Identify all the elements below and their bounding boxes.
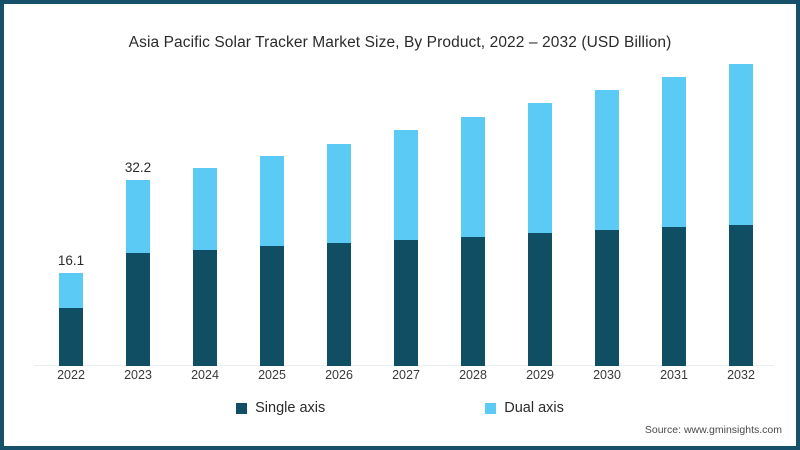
legend-swatch-icon [485,402,497,414]
x-axis-tick-label: 2030 [593,368,621,382]
bar-segment-single-axis[interactable] [394,239,418,366]
bar-segment-single-axis[interactable] [59,308,83,366]
x-axis-tick-label: 2023 [124,368,152,382]
bar-segment-dual-axis[interactable] [327,143,351,243]
x-axis-tick-label: 2022 [57,368,85,382]
legend-item-label: Dual axis [504,400,564,416]
bar-segment-single-axis[interactable] [327,242,351,366]
bar-group[interactable] [193,168,217,366]
bar-group[interactable] [595,89,619,366]
bar-segment-single-axis[interactable] [528,233,552,366]
bar-group[interactable] [461,117,485,366]
x-axis-tick-label: 2028 [459,368,487,382]
bar-segment-single-axis[interactable] [662,227,686,366]
plot-area: 16.1 32.2 [34,64,774,366]
legend-item-label: Single axis [255,400,326,416]
bar-group[interactable] [729,64,753,366]
legend-swatch-icon [236,402,248,414]
bar-segment-dual-axis[interactable] [193,168,217,250]
bar-group[interactable] [528,103,552,366]
bar-segment-dual-axis[interactable] [528,103,552,234]
bar-value-label: 16.1 [57,253,85,268]
bar-segment-dual-axis[interactable] [595,89,619,231]
bar-segment-dual-axis[interactable] [394,130,418,240]
bar-group[interactable] [260,156,284,366]
x-axis-tick-label: 2029 [526,368,554,382]
x-axis-tick-label: 2027 [392,368,420,382]
bar-group[interactable]: 32.2 [125,160,151,366]
bar-group[interactable] [327,143,351,366]
x-axis-tick-labels: 2022 2023 2024 2025 2026 2027 2028 2029 2030 2031… [34,368,774,390]
bar-segment-dual-axis[interactable] [662,76,686,228]
chart-title: Asia Pacific Solar Tracker Market Size, … [128,34,672,51]
chart-legend: Single axis Dual axis [4,400,796,416]
bar-segment-dual-axis[interactable] [461,117,485,237]
x-axis-tick-label: 2032 [727,368,755,382]
bar-group[interactable] [394,130,418,366]
bar-segment-dual-axis[interactable] [126,180,150,254]
bar-segment-single-axis[interactable] [461,236,485,366]
bar-segment-single-axis[interactable] [595,230,619,366]
x-axis-tick-label: 2024 [191,368,219,382]
x-axis-tick-label: 2031 [660,368,688,382]
legend-item[interactable]: Dual axis [485,400,564,416]
bar-segment-single-axis[interactable] [729,225,753,366]
x-axis-tick-label: 2025 [258,368,286,382]
source-attribution: Source: www.gminsights.com [644,424,782,436]
legend-item[interactable]: Single axis [236,400,325,416]
bar-segment-dual-axis[interactable] [260,156,284,247]
bar-segment-dual-axis[interactable] [59,273,83,309]
chart-canvas: Asia Pacific Solar Tracker Market Size, … [4,4,796,446]
bar-group[interactable]: 16.1 [58,253,84,366]
bar-segment-single-axis[interactable] [193,249,217,366]
bar-group[interactable] [662,76,686,366]
bar-segment-single-axis[interactable] [126,253,150,366]
bar-value-label: 32.2 [124,160,152,175]
x-axis-tick-label: 2026 [325,368,353,382]
bar-segment-dual-axis[interactable] [729,64,753,226]
bar-segment-single-axis[interactable] [260,246,284,366]
